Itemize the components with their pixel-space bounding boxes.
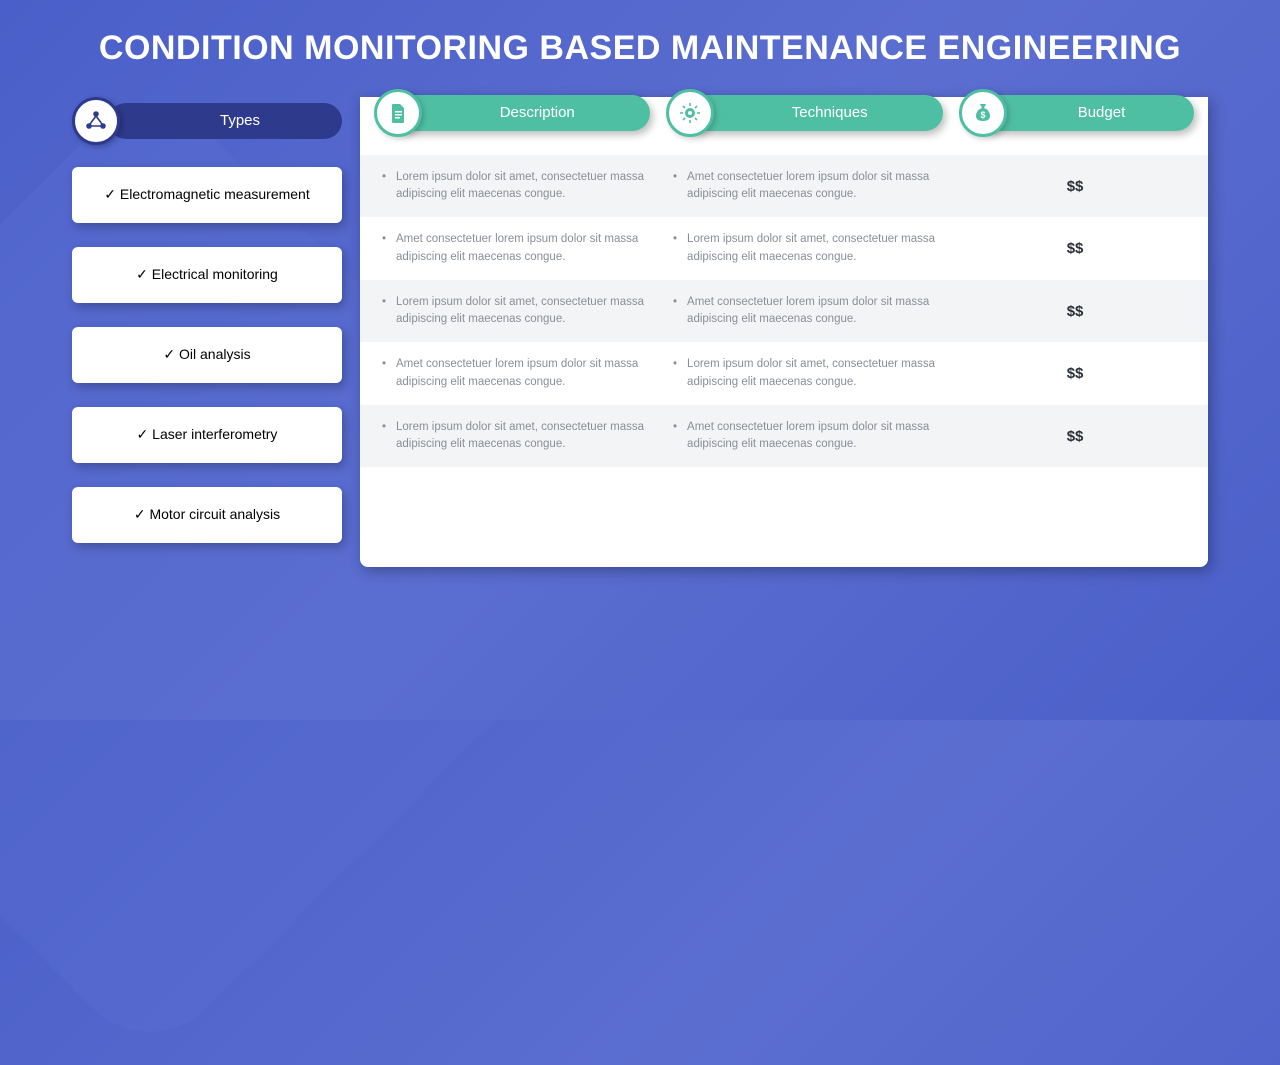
techniques-header: Techniques [666,89,942,137]
svg-text:$: $ [980,110,985,120]
techniques-cell: Lorem ipsum dolor sit amet, consectetuer… [673,231,948,266]
table-row: Lorem ipsum dolor sit amet, consectetuer… [360,155,1208,218]
techniques-cell: Amet consectetuer lorem ipsum dolor sit … [673,294,948,329]
table-row: Amet consectetuer lorem ipsum dolor sit … [360,217,1208,280]
page-title: CONDITION MONITORING BASED MAINTENANCE E… [0,0,1280,69]
data-rows: Lorem ipsum dolor sit amet, consectetuer… [360,137,1208,468]
description-cell: Lorem ipsum dolor sit amet, consectetuer… [382,419,657,454]
description-header-pill: Description [402,95,650,131]
description-header: Description [374,89,650,137]
money-bag-icon: $ [959,89,1007,137]
panel-headers: Description Techniques [360,89,1208,137]
techniques-cell: Amet consectetuer lorem ipsum dolor sit … [673,169,948,204]
table-row: Lorem ipsum dolor sit amet, consectetuer… [360,280,1208,343]
techniques-header-pill: Techniques [694,95,942,131]
type-card: ✓ Motor circuit analysis [72,487,342,543]
description-cell: Amet consectetuer lorem ipsum dolor sit … [382,231,657,266]
budget-cell: $$ [964,303,1186,320]
type-card: ✓ Electrical monitoring [72,247,342,303]
type-card: ✓ Laser interferometry [72,407,342,463]
table-row: Lorem ipsum dolor sit amet, consectetuer… [360,405,1208,468]
techniques-cell: Lorem ipsum dolor sit amet, consectetuer… [673,356,948,391]
type-card: ✓ Electromagnetic measurement [72,167,342,223]
description-cell: Lorem ipsum dolor sit amet, consectetuer… [382,294,657,329]
description-cell: Amet consectetuer lorem ipsum dolor sit … [382,356,657,391]
document-icon [374,89,422,137]
idea-gear-icon [666,89,714,137]
types-column: Types ✓ Electromagnetic measurement ✓ El… [72,97,342,567]
budget-cell: $$ [964,240,1186,257]
types-header-pill: Types [108,103,342,139]
budget-cell: $$ [964,428,1186,445]
budget-cell: $$ [964,365,1186,382]
type-card: ✓ Oil analysis [72,327,342,383]
description-cell: Lorem ipsum dolor sit amet, consectetuer… [382,169,657,204]
budget-header: Budget $ [959,89,1194,137]
types-header: Types [72,97,342,145]
techniques-cell: Amet consectetuer lorem ipsum dolor sit … [673,419,948,454]
network-icon [72,97,120,145]
budget-cell: $$ [964,178,1186,195]
table-row: Amet consectetuer lorem ipsum dolor sit … [360,342,1208,405]
budget-header-pill: Budget [987,95,1194,131]
main-container: Types ✓ Electromagnetic measurement ✓ El… [0,69,1280,567]
details-panel: Description Techniques [360,97,1208,567]
